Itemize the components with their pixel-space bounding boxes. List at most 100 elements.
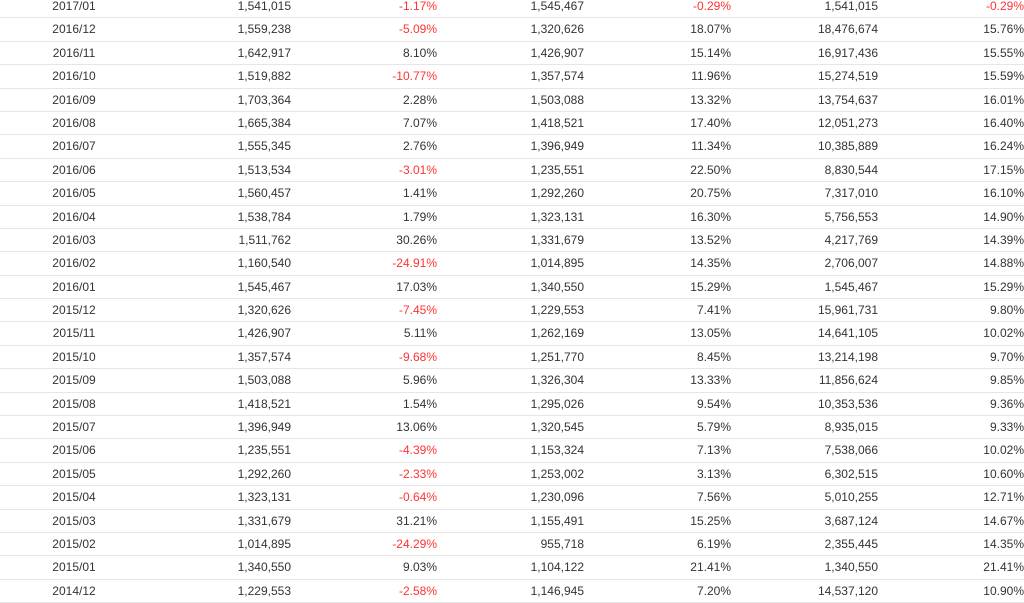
table-cell-value: -3.01% — [398, 162, 437, 177]
table-cell-month: 2015/04 — [52, 490, 96, 505]
table-cell-value: 7.41% — [696, 303, 731, 318]
table-cell-value: 5,010,255 — [824, 490, 878, 505]
table-cell-value: 14.90% — [983, 209, 1024, 224]
table-cell-value: 1,104,122 — [530, 560, 584, 575]
table-row: 2016/02 1,160,540 -24.91% 1,014,895 14.35% 2,… — [0, 252, 1024, 276]
table-cell-value: 1,331,679 — [530, 232, 584, 247]
table-cell-month: 2016/08 — [52, 115, 96, 130]
table-cell-value: 1,511,762 — [238, 232, 292, 247]
table-cell-value: -7.45% — [398, 303, 437, 318]
table-cell-value: 7.13% — [696, 443, 731, 458]
table-row: 2015/12 1,320,626 -7.45% 1,229,553 7.41% 15,9… — [0, 299, 1024, 323]
table-cell-value: 7.20% — [696, 583, 731, 598]
table-cell-value: 14.39% — [983, 232, 1024, 247]
table-row: 2016/01 1,545,467 17.03% 1,340,550 15.29% 1,5… — [0, 276, 1024, 300]
table-cell-value: 1,503,088 — [530, 92, 584, 107]
table-cell-value: 1,146,945 — [530, 583, 584, 598]
table-cell-value: 1,326,304 — [530, 373, 584, 388]
table-cell-month: 2015/10 — [52, 349, 96, 364]
table-cell-value: 15.25% — [690, 513, 731, 528]
table-cell-value: 14.88% — [983, 256, 1024, 271]
table-cell-value: 1,396,949 — [530, 139, 584, 154]
table-cell-value: 1,357,574 — [530, 69, 584, 84]
table-cell-value: 15.29% — [690, 279, 731, 294]
table-row: 2016/10 1,519,882 -10.77% 1,357,574 11.96% 15… — [0, 65, 1024, 89]
table-cell-value: 8,830,544 — [824, 162, 878, 177]
table-row: 2015/03 1,331,679 31.21% 1,155,491 15.25% 3,6… — [0, 510, 1024, 533]
table-cell-month: 2017/01 — [52, 0, 96, 13]
table-cell-value: 1,538,784 — [237, 209, 291, 224]
table-cell-value: 16,917,436 — [817, 45, 878, 60]
table-cell-value: 1,541,015 — [824, 0, 878, 13]
table-cell-value: 11.34% — [691, 139, 731, 154]
table-cell-value: 1,331,679 — [237, 513, 291, 528]
table-cell-value: 1,230,096 — [530, 490, 584, 505]
table-cell-value: 8.45% — [696, 349, 731, 364]
table-row: 2016/05 1,560,457 1.41% 1,292,260 20.75% 7,31… — [0, 182, 1024, 206]
table-cell-month: 2015/03 — [52, 513, 96, 528]
table-row: 2016/06 1,513,534 -3.01% 1,235,551 22.50% 8,8… — [0, 159, 1024, 183]
table-cell-value: 1,014,895 — [237, 536, 291, 551]
table-cell-month: 2016/02 — [52, 256, 96, 271]
table-cell-value: 16.30% — [690, 209, 731, 224]
table-cell-month: 2015/02 — [52, 536, 96, 551]
table-cell-value: 1,153,324 — [530, 443, 584, 458]
table-cell-value: 16.01% — [983, 92, 1024, 107]
table-cell-value: 7.07% — [402, 115, 437, 130]
table-cell-value: 1,418,521 — [237, 396, 291, 411]
table-cell-value: 1,251,770 — [530, 349, 584, 364]
table-cell-value: 15.59% — [983, 69, 1024, 84]
table-cell-month: 2016/07 — [52, 139, 96, 154]
table-cell-month: 2016/10 — [52, 69, 96, 84]
table-row: 2015/05 1,292,260 -2.33% 1,253,002 3.13% 6,30… — [0, 463, 1024, 487]
table-cell-value: 15.14% — [690, 45, 731, 60]
table-row: 2015/11 1,426,907 5.11% 1,262,169 13.05% 14,6… — [0, 322, 1024, 346]
table-cell-value: 1,560,457 — [237, 186, 291, 201]
table-cell-value: 1,323,131 — [237, 490, 291, 505]
table-cell-value: 13.33% — [690, 373, 731, 388]
table-cell-value: 9.80% — [989, 303, 1024, 318]
table-cell-value: 15,274,519 — [817, 69, 878, 84]
table-cell-month: 2014/12 — [52, 583, 96, 598]
table-cell-value: -0.29% — [692, 0, 731, 13]
table-cell-value: 9.54% — [696, 396, 731, 411]
table-cell-value: 1,292,260 — [237, 466, 291, 481]
table-cell-value: 1,559,238 — [237, 22, 291, 37]
table-cell-value: 31.21% — [396, 513, 437, 528]
table-cell-value: 10,385,889 — [817, 139, 878, 154]
table-cell-value: 18,476,674 — [817, 22, 878, 37]
table-cell-value: 5,756,553 — [824, 209, 878, 224]
table-row: 2016/04 1,538,784 1.79% 1,323,131 16.30% 5,75… — [0, 206, 1024, 229]
table-cell-value: 1,295,026 — [530, 396, 584, 411]
table-row: 2015/06 1,235,551 -4.39% 1,153,324 7.13% 7,53… — [0, 439, 1024, 463]
table-cell-month: 2015/08 — [52, 396, 96, 411]
table-cell-value: 11.96% — [691, 69, 731, 84]
table-cell-value: 17.03% — [396, 279, 437, 294]
table-cell-value: 15,961,731 — [817, 303, 878, 318]
table-cell-value: 13.32% — [690, 92, 731, 107]
table-cell-month: 2016/05 — [52, 186, 96, 201]
table-cell-value: 2,706,007 — [824, 256, 878, 271]
table-row: 2015/09 1,503,088 5.96% 1,326,304 13.33% 11,8… — [0, 369, 1024, 393]
table-cell-month: 2015/07 — [52, 420, 96, 435]
table-cell-value: 5.79% — [696, 420, 731, 435]
table-cell-value: 2.76% — [402, 139, 437, 154]
table-cell-value: 3,687,124 — [824, 513, 878, 528]
table-cell-value: 2.28% — [402, 92, 437, 107]
table-cell-value: 14.35% — [983, 536, 1024, 551]
table-cell-value: 1,235,551 — [237, 443, 291, 458]
table-cell-month: 2015/12 — [52, 303, 96, 318]
table-cell-value: 16.40% — [983, 115, 1024, 130]
table-cell-value: 17.15% — [983, 162, 1024, 177]
table-cell-value: 10.60% — [983, 466, 1024, 481]
table-cell-value: 1,229,553 — [530, 303, 584, 318]
table-cell-value: 1,545,467 — [237, 279, 291, 294]
table-cell-value: 22.50% — [690, 162, 731, 177]
table-cell-value: 8,935,015 — [824, 420, 878, 435]
table-cell-value: 1.79% — [402, 209, 437, 224]
table-cell-value: 13,214,198 — [817, 349, 878, 364]
table-cell-value: -24.91% — [392, 256, 437, 271]
table-cell-value: 14,641,105 — [817, 326, 878, 341]
table-cell-value: 10.90% — [983, 583, 1024, 598]
